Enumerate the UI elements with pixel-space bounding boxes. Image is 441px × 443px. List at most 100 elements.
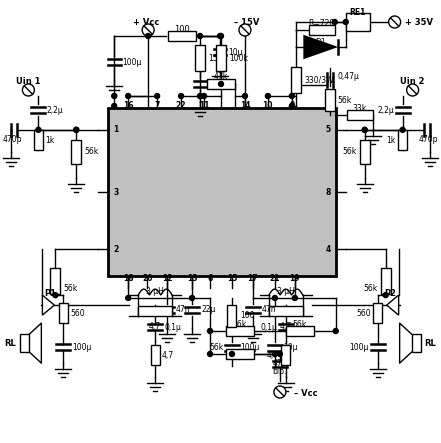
Bar <box>138 306 172 316</box>
Circle shape <box>36 127 41 132</box>
Circle shape <box>383 293 388 298</box>
Text: 47µ: 47µ <box>273 359 287 368</box>
Bar <box>347 110 373 120</box>
Text: 13: 13 <box>187 274 197 283</box>
Circle shape <box>179 93 183 98</box>
Text: RL: RL <box>425 338 436 348</box>
Circle shape <box>202 93 206 98</box>
Circle shape <box>332 19 337 24</box>
Text: 16: 16 <box>123 101 134 110</box>
Circle shape <box>389 16 400 28</box>
Bar <box>281 345 290 365</box>
Circle shape <box>208 351 213 357</box>
Text: 33k: 33k <box>353 104 367 113</box>
Circle shape <box>112 93 117 98</box>
Bar <box>381 268 391 294</box>
Text: 56k: 56k <box>363 284 377 293</box>
Text: 17: 17 <box>247 274 258 283</box>
Text: 12: 12 <box>162 274 172 283</box>
Circle shape <box>112 104 117 109</box>
Text: 0,47µ: 0,47µ <box>338 72 359 81</box>
Bar <box>291 67 301 93</box>
Circle shape <box>155 93 160 98</box>
Text: 0,1µ: 0,1µ <box>164 323 181 332</box>
Text: 10µ: 10µ <box>208 79 223 89</box>
Circle shape <box>273 351 277 357</box>
Text: 56k: 56k <box>293 320 307 329</box>
Text: 2: 2 <box>113 245 119 254</box>
Circle shape <box>243 93 247 98</box>
Circle shape <box>274 386 286 398</box>
Text: P1: P1 <box>45 289 56 298</box>
Text: 4,7: 4,7 <box>267 350 279 360</box>
Circle shape <box>198 34 202 39</box>
Text: 10µ: 10µ <box>228 47 243 57</box>
Text: 1: 1 <box>113 125 119 134</box>
Circle shape <box>190 295 194 300</box>
Text: 56k: 56k <box>343 148 357 156</box>
Circle shape <box>22 84 34 96</box>
Bar <box>216 45 226 71</box>
Circle shape <box>273 295 277 300</box>
Text: 21: 21 <box>269 274 280 283</box>
Text: 8: 8 <box>325 187 331 197</box>
Circle shape <box>400 127 405 132</box>
Text: 100µ: 100µ <box>72 342 92 352</box>
Bar <box>373 303 382 323</box>
Bar <box>228 305 236 327</box>
Text: 3 µH: 3 µH <box>146 287 164 296</box>
Text: R=720: R=720 <box>309 19 335 28</box>
Text: 6: 6 <box>207 274 213 283</box>
Text: 7: 7 <box>154 101 160 110</box>
Bar <box>346 13 370 31</box>
Bar <box>195 45 205 71</box>
Text: 20: 20 <box>142 274 153 283</box>
Circle shape <box>126 295 131 300</box>
Text: P2: P2 <box>385 289 396 298</box>
Text: 22: 22 <box>176 101 187 110</box>
Text: 100µ: 100µ <box>122 58 142 66</box>
Bar <box>50 268 60 294</box>
Text: 56k: 56k <box>84 148 98 156</box>
Circle shape <box>218 82 224 86</box>
Text: 3 µH: 3 µH <box>277 287 295 296</box>
Text: 100µ: 100µ <box>349 342 369 352</box>
Text: 560: 560 <box>70 309 85 318</box>
Text: Uin 2: Uin 2 <box>400 77 425 86</box>
Circle shape <box>362 127 367 132</box>
Text: 1k: 1k <box>45 136 55 144</box>
Text: 14: 14 <box>240 101 250 110</box>
Circle shape <box>265 93 270 98</box>
Text: 5: 5 <box>325 125 331 134</box>
Text: – Vcc: – Vcc <box>294 389 318 399</box>
Circle shape <box>239 24 251 36</box>
Text: 18: 18 <box>123 274 134 283</box>
Text: 2,2µ: 2,2µ <box>46 105 63 114</box>
Text: 4,7: 4,7 <box>149 322 161 331</box>
Text: 560: 560 <box>356 309 371 318</box>
Circle shape <box>198 93 202 98</box>
Circle shape <box>53 293 58 298</box>
Text: 330/3W: 330/3W <box>305 75 334 85</box>
Circle shape <box>146 34 151 39</box>
Text: 47n: 47n <box>176 306 191 315</box>
Circle shape <box>74 127 79 132</box>
Bar <box>207 79 235 89</box>
Circle shape <box>292 295 297 300</box>
Circle shape <box>142 24 154 36</box>
Text: 15: 15 <box>227 274 237 283</box>
Circle shape <box>407 84 419 96</box>
Text: 100: 100 <box>174 25 190 34</box>
Bar <box>309 25 335 35</box>
Text: 22µ: 22µ <box>201 306 215 315</box>
Circle shape <box>343 19 348 24</box>
Text: 4,7: 4,7 <box>162 350 174 360</box>
Text: 56k: 56k <box>64 284 78 293</box>
Text: 15k: 15k <box>208 54 222 62</box>
Text: 470p: 470p <box>3 135 22 144</box>
Text: + Vcc: + Vcc <box>133 18 159 27</box>
Circle shape <box>74 127 79 132</box>
Text: 100k: 100k <box>229 54 248 62</box>
Circle shape <box>333 329 338 334</box>
Bar <box>151 345 160 365</box>
